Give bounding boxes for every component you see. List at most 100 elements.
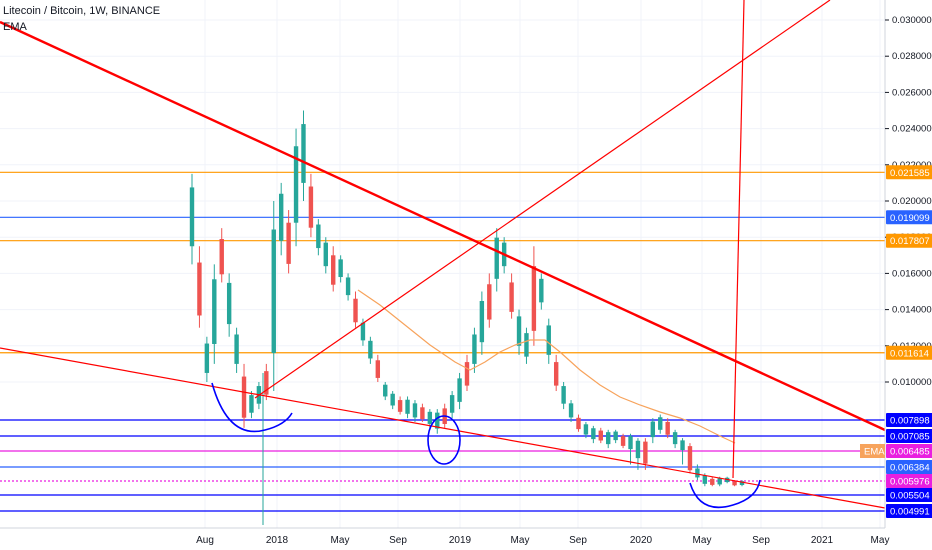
candle-body	[680, 440, 685, 451]
level-price-label	[886, 413, 932, 427]
level-price-label	[886, 165, 932, 180]
descending-trendline	[0, 20, 886, 432]
candle-body	[710, 478, 715, 485]
candle-body	[539, 278, 544, 303]
candle-body	[249, 395, 254, 413]
candle-body	[464, 362, 470, 386]
candle-body	[435, 412, 440, 429]
candle-body	[390, 393, 395, 406]
x-tick-label: 2018	[266, 535, 289, 546]
level-price-text: 0.007085	[890, 432, 930, 443]
level-price-label	[886, 345, 932, 360]
y-tick-label: 0.024000	[892, 124, 932, 135]
candle-body	[323, 242, 328, 267]
y-tick-label: 0.014000	[892, 305, 932, 316]
chart-title: Litecoin / Bitcoin, 1W, BINANCE	[3, 5, 161, 17]
trend-lines	[0, 0, 886, 509]
level-price-text: 0.006384	[890, 463, 930, 474]
y-tick-label: 0.030000	[892, 15, 932, 26]
bottom-circle-mid	[427, 415, 461, 465]
x-tick-label: Sep	[389, 535, 407, 546]
ema-line	[357, 289, 736, 444]
candle-body	[509, 282, 514, 312]
level-price-text: 0.019099	[890, 213, 930, 224]
candle-body	[576, 417, 581, 430]
candle-body	[189, 187, 195, 247]
candle-body	[420, 407, 425, 420]
level-price-text: 0.005504	[890, 491, 930, 502]
lower-trendline	[0, 347, 886, 509]
x-tick-label: 2021	[811, 535, 834, 546]
level-price-text: 0.005976	[890, 477, 930, 488]
level-price-text: 0.017807	[890, 236, 930, 247]
candle-body	[583, 424, 589, 435]
candle-body	[531, 266, 537, 331]
candle-body	[264, 371, 269, 395]
candle-body	[316, 224, 321, 249]
ema-tag	[860, 444, 885, 458]
candle-body	[494, 237, 499, 279]
price-labels: 0.021585 0.019099 0.017807 0.011614 0.007898…	[860, 165, 932, 518]
level-price-label	[886, 460, 932, 474]
candle-body	[212, 279, 217, 344]
level-price-text: 0.007898	[890, 416, 930, 427]
level-price-text: 0.004991	[890, 507, 930, 518]
indicator-legend: EMA	[3, 21, 27, 33]
candle-body	[650, 421, 656, 438]
candle-body	[301, 124, 306, 183]
candle-body	[717, 478, 722, 485]
candle-body	[479, 301, 485, 343]
annotations	[211, 382, 761, 509]
candle-body	[665, 421, 670, 435]
candle-body	[487, 284, 492, 320]
candle-body	[620, 436, 626, 446]
candle-body	[271, 229, 276, 354]
candle-body	[561, 386, 566, 404]
candle-body	[405, 399, 410, 414]
candle-body	[687, 446, 693, 471]
ema-curve	[357, 289, 736, 444]
candle-body	[360, 322, 366, 341]
candle-body	[226, 282, 232, 325]
x-tick-label: May	[871, 535, 890, 546]
candle-body	[278, 193, 284, 241]
candle-body	[739, 481, 745, 486]
ema-tag-text: EMA	[864, 447, 885, 458]
time-axis[interactable]: Aug 2018 May Sep 2019 May Sep 2020 May Sep 2021 May	[0, 527, 890, 546]
candle-body	[524, 333, 529, 357]
x-tick-label: May	[693, 535, 712, 546]
candle-body	[672, 432, 678, 445]
x-tick-label: 2019	[449, 535, 472, 546]
candle-body	[286, 222, 291, 264]
x-tick-label: Sep	[569, 535, 587, 546]
x-tick-label: May	[511, 535, 530, 546]
candle-body	[449, 395, 455, 413]
level-price-text: 0.006485	[890, 447, 930, 458]
candles	[189, 110, 745, 525]
candle-body	[695, 468, 700, 478]
level-price-label	[886, 429, 932, 443]
candle-body	[546, 325, 551, 355]
candle-body	[553, 362, 559, 386]
level-price-label	[886, 444, 932, 458]
candle-body	[412, 403, 418, 418]
candle-body	[219, 239, 224, 275]
x-tick-label: May	[331, 535, 350, 546]
candle-body	[591, 428, 596, 440]
ascending-trendline	[254, 0, 831, 399]
y-tick-label: 0.022000	[892, 160, 932, 171]
candle-body	[702, 475, 708, 484]
candle-body	[457, 378, 462, 402]
candle-body	[308, 186, 314, 228]
candle-body	[628, 436, 633, 450]
candle-body	[397, 400, 403, 412]
candle-body	[516, 316, 522, 346]
candle-body	[197, 262, 202, 316]
candle-body	[234, 334, 239, 364]
level-price-label	[886, 210, 932, 225]
candle-body	[338, 259, 343, 278]
y-tick-label: 0.026000	[892, 87, 932, 98]
candle-body	[293, 146, 299, 223]
candle-body	[427, 411, 433, 424]
